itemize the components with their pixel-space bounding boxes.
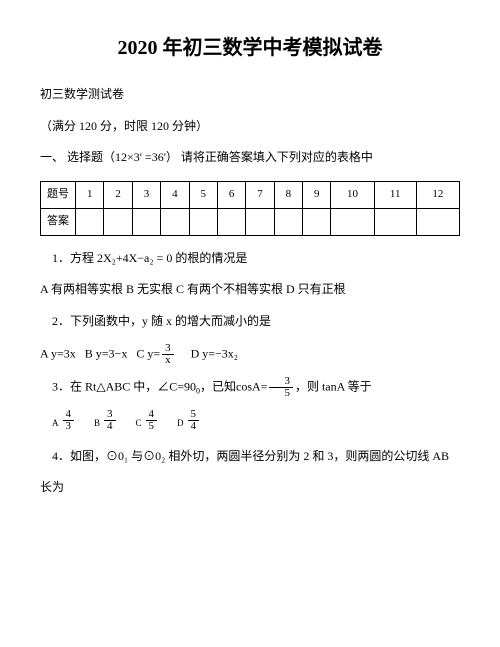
denominator: 4 [104,421,116,432]
col-head: 9 [303,181,331,208]
answer-cell [331,208,374,235]
question-1: 1．方程 2X₂+4X−a₂ = 0 的根的情况是 [40,248,460,270]
opt-d: D y=−3x₂ [191,346,238,360]
meta-info: （满分 120 分，时限 120 分钟） [40,116,460,138]
col-head: 3 [132,181,160,208]
opt-label: B [94,415,100,431]
opt-label: D [177,415,184,431]
fraction: 43 [63,409,75,432]
answer-cell [161,208,189,235]
col-head: 8 [274,181,302,208]
opt-d: D 54 [177,409,201,432]
answer-cell [416,208,459,235]
opt-c: C y= [136,346,160,360]
section-heading: 一、 选择题（12×3' =36'） 请将正确答案填入下列对应的表格中 [40,147,460,169]
question-2-options: A y=3x B y=3−x C y=3x D y=−3x₂ [40,343,460,366]
answer-cell [132,208,160,235]
answer-cell [104,208,132,235]
col-head: 10 [331,181,374,208]
col-head: 5 [189,181,217,208]
denominator: 3 [63,421,75,432]
q3-text: ，已知cosA= [200,379,267,393]
fraction: 54 [188,409,200,432]
opt-label: A [52,415,59,431]
question-2: 2．下列函数中，y 随 x 的增大而减小的是 [40,311,460,333]
denominator: 4 [188,421,200,432]
opt-label: C [136,415,142,431]
numerator: 3 [104,409,116,421]
col-head: 2 [104,181,132,208]
col-head: 6 [217,181,245,208]
question-1-options: A 有两相等实根 B 无实根 C 有两个不相等实根 D 只有正根 [40,279,460,301]
answer-cell [303,208,331,235]
answer-cell [189,208,217,235]
answer-table: 题号 1 2 3 4 5 6 7 8 9 10 11 12 答案 [40,181,460,236]
col-head: 12 [416,181,459,208]
answer-cell [76,208,104,235]
table-row: 题号 1 2 3 4 5 6 7 8 9 10 11 12 [41,181,460,208]
question-4-cont: 长为 [40,477,460,499]
numerator: 3 [269,376,293,388]
table-row: 答案 [41,208,460,235]
col-head: 7 [246,181,274,208]
row-label: 答案 [41,208,76,235]
opt-a: A y=3x [40,346,76,360]
q3-text: ，则 tanA 等于 [295,379,372,393]
opt-c: C 45 [136,409,160,432]
answer-cell [217,208,245,235]
col-head: 4 [161,181,189,208]
answer-cell [246,208,274,235]
denominator: 5 [269,388,293,399]
denominator: x [162,355,174,366]
subtitle: 初三数学测试卷 [40,84,460,106]
fraction: 45 [146,409,158,432]
opt-b: B y=3−x [85,346,128,360]
numerator: 5 [188,409,200,421]
fraction: 35 [269,376,293,399]
question-3: 3．在 Rt△ABC 中，∠C=900，已知cosA=35，则 tanA 等于 [40,376,460,399]
answer-cell [374,208,416,235]
col-head: 1 [76,181,104,208]
fraction: 3x [162,343,174,366]
q3-text: 3．在 Rt△ABC 中，∠C=90 [52,379,196,393]
opt-a: A 43 [52,409,76,432]
col-head: 11 [374,181,416,208]
row-label: 题号 [41,181,76,208]
numerator: 3 [162,343,174,355]
opt-b: B 34 [94,409,118,432]
question-4: 4．如图，⊙0₁ 与⊙0₂ 相外切，两圆半径分别为 2 和 3，则两圆的公切线 … [40,446,460,468]
numerator: 4 [146,409,158,421]
numerator: 4 [63,409,75,421]
answer-cell [274,208,302,235]
denominator: 5 [146,421,158,432]
question-3-options: A 43 B 34 C 45 D 54 [40,409,460,432]
page-title: 2020 年初三数学中考模拟试卷 [40,30,460,66]
fraction: 34 [104,409,116,432]
